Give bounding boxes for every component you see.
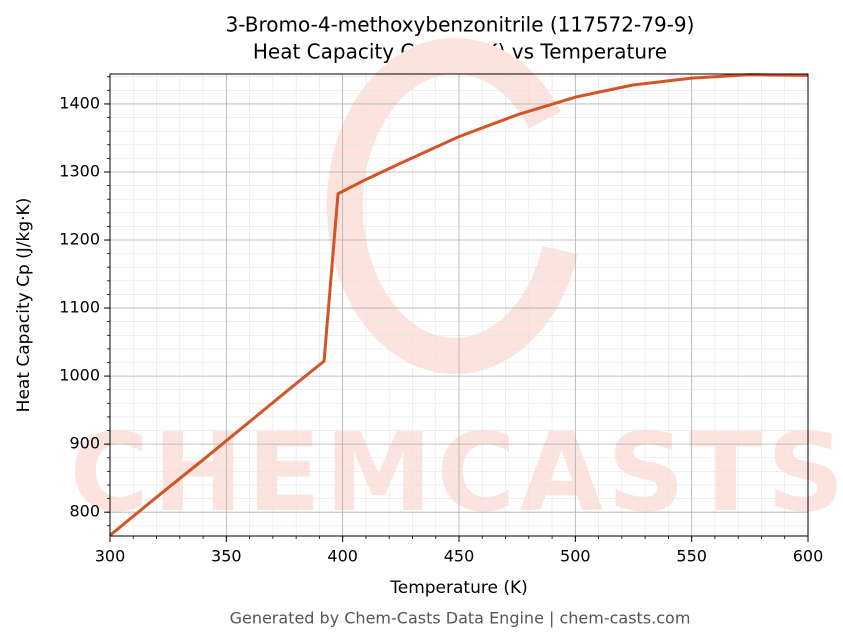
data-line: [109, 73, 809, 537]
x-tick-label: 300: [95, 547, 126, 566]
y-tick-label: 1200: [59, 230, 100, 249]
x-tick-label: 550: [676, 547, 707, 566]
x-tick-label: 500: [560, 547, 591, 566]
y-tick-label: 1000: [59, 366, 100, 385]
x-tick-label: 400: [327, 547, 358, 566]
footer: Generated by Chem-Casts Data Engine | ch…: [230, 609, 691, 628]
x-tick-label: 600: [793, 547, 824, 566]
chart-title: 3-Bromo-4-methoxybenzonitrile (117572-79…: [226, 13, 695, 37]
y-axis-label: Heat Capacity Cp (J/kg·K): [14, 198, 34, 413]
x-tick-label: 450: [444, 547, 475, 566]
y-tick-label: 800: [69, 502, 100, 521]
x-tick-label: 350: [211, 547, 242, 566]
y-tick-label: 1400: [59, 93, 100, 112]
plot-frame: [109, 73, 809, 537]
x-axis-label: Temperature (K): [389, 578, 528, 598]
watermark-logo: [326, 37, 578, 374]
y-tick-label: 1100: [59, 298, 100, 317]
y-tick-label: 1300: [59, 161, 100, 180]
watermark: CHEMCASTS: [70, 411, 843, 536]
y-tick-label: 900: [69, 434, 100, 453]
